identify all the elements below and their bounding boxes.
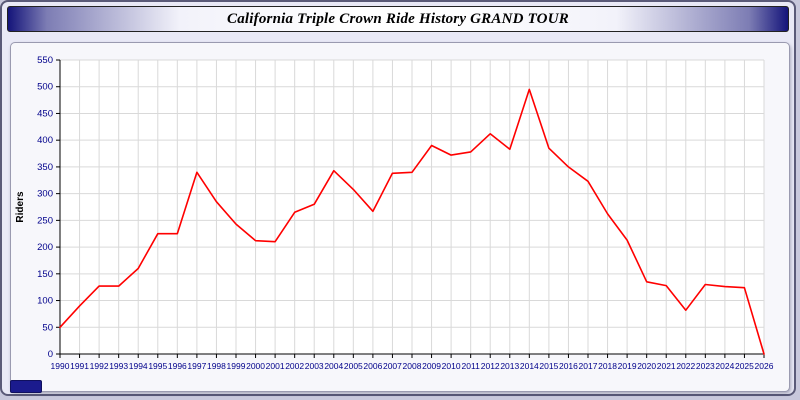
svg-text:2010: 2010	[442, 361, 461, 371]
svg-text:1994: 1994	[129, 361, 148, 371]
chart-panel: 0 50 100 150 200 250 300 350 400 450 500 550 1990 199…	[10, 42, 790, 392]
svg-text:2004: 2004	[324, 361, 343, 371]
svg-text:2013: 2013	[500, 361, 519, 371]
svg-text:2002: 2002	[285, 361, 304, 371]
svg-text:1996: 1996	[168, 361, 187, 371]
svg-text:2006: 2006	[363, 361, 382, 371]
svg-text:2011: 2011	[462, 361, 481, 371]
svg-text:200: 200	[37, 242, 53, 253]
svg-text:2003: 2003	[305, 361, 324, 371]
page-title: California Triple Crown Ride History GRA…	[227, 10, 569, 27]
svg-text:2007: 2007	[383, 361, 402, 371]
svg-text:2012: 2012	[481, 361, 500, 371]
svg-text:1995: 1995	[148, 361, 167, 371]
svg-text:2019: 2019	[618, 361, 637, 371]
svg-text:1990: 1990	[51, 361, 70, 371]
svg-text:450: 450	[37, 108, 53, 119]
svg-text:500: 500	[37, 82, 53, 93]
y-axis-title: Riders	[15, 191, 26, 223]
svg-text:300: 300	[37, 189, 53, 200]
svg-text:150: 150	[37, 269, 53, 280]
svg-text:2025: 2025	[735, 361, 754, 371]
status-box	[10, 380, 42, 393]
svg-text:2009: 2009	[422, 361, 441, 371]
svg-text:2005: 2005	[344, 361, 363, 371]
x-axis-tick-labels: 1990 1991 1992 1993 1994 1995 1996 1997 1998 1999…	[51, 354, 774, 371]
svg-text:100: 100	[37, 296, 53, 307]
svg-text:2000: 2000	[246, 361, 265, 371]
svg-text:50: 50	[42, 322, 53, 333]
svg-text:2023: 2023	[696, 361, 715, 371]
svg-text:2014: 2014	[520, 361, 539, 371]
gridlines	[60, 59, 765, 354]
svg-text:1991: 1991	[70, 361, 89, 371]
svg-text:250: 250	[37, 215, 53, 226]
riders-series-line	[59, 88, 765, 355]
svg-text:2008: 2008	[403, 361, 422, 371]
svg-text:1999: 1999	[227, 361, 246, 371]
svg-text:2022: 2022	[676, 361, 695, 371]
svg-text:0: 0	[48, 349, 53, 360]
svg-text:2020: 2020	[637, 361, 656, 371]
svg-text:2001: 2001	[266, 361, 285, 371]
svg-text:2026: 2026	[755, 361, 774, 371]
svg-text:2018: 2018	[598, 361, 617, 371]
title-bar: California Triple Crown Ride History GRA…	[7, 6, 789, 32]
svg-text:2024: 2024	[715, 361, 734, 371]
svg-text:400: 400	[37, 135, 53, 146]
svg-text:1998: 1998	[207, 361, 226, 371]
svg-text:350: 350	[37, 162, 53, 173]
y-axis-tick-labels: 0 50 100 150 200 250 300 350 400 450 500 550	[37, 55, 60, 360]
svg-text:1997: 1997	[187, 361, 206, 371]
svg-text:2016: 2016	[559, 361, 578, 371]
svg-text:1992: 1992	[90, 361, 109, 371]
svg-text:2017: 2017	[579, 361, 598, 371]
svg-text:2021: 2021	[657, 361, 676, 371]
svg-text:2015: 2015	[539, 361, 558, 371]
svg-text:1993: 1993	[109, 361, 128, 371]
svg-text:550: 550	[37, 55, 53, 66]
